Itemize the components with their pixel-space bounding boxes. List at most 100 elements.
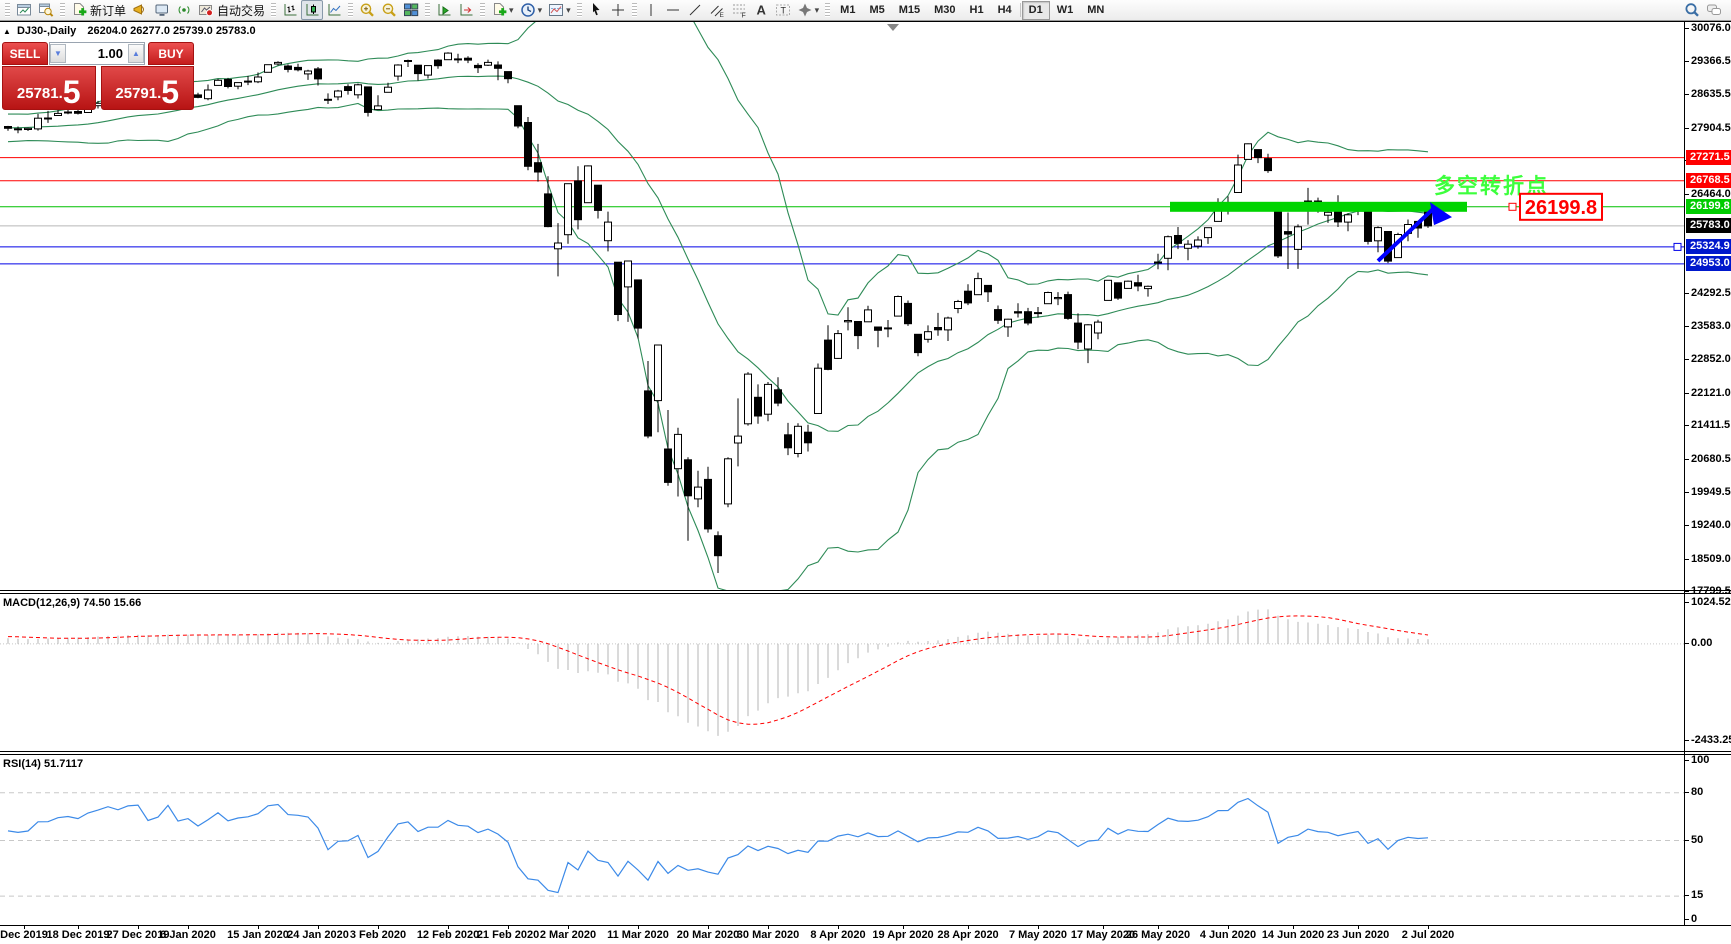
toolbar-drag-handle[interactable] <box>60 3 65 17</box>
candle-body <box>524 122 532 167</box>
candle-body <box>484 61 492 66</box>
toolbar-drag-handle[interactable] <box>348 3 354 17</box>
vertical-line-icon[interactable] <box>640 0 662 20</box>
shapes-dropdown[interactable]: ▾ <box>794 0 823 20</box>
candles-chart-icon[interactable] <box>301 0 324 20</box>
pane-divider[interactable] <box>0 593 1731 594</box>
tile-windows-icon[interactable] <box>400 0 422 20</box>
autotrading-button[interactable]: 自动交易 <box>195 0 268 20</box>
line-selection-handle[interactable] <box>1673 242 1682 251</box>
arrow-head[interactable] <box>1430 202 1452 226</box>
price-tick: 27904.5 <box>1685 121 1731 134</box>
terminal-icon[interactable] <box>151 0 173 20</box>
time-label: 15 Jan 2020 <box>227 929 289 941</box>
new-order-button[interactable]: 新订单 <box>68 0 129 20</box>
trend-arrow-line[interactable] <box>1376 206 1436 263</box>
pane-divider[interactable] <box>0 751 1731 752</box>
candle-body <box>554 242 562 250</box>
candle-body <box>714 535 722 557</box>
label-icon[interactable]: T <box>772 0 794 20</box>
toolbar-drag-handle[interactable] <box>576 3 582 17</box>
candle-body <box>344 86 352 91</box>
sell-price[interactable]: 25781. 5 <box>2 66 96 110</box>
candle-body <box>194 94 202 98</box>
price-callout-box[interactable] <box>1519 192 1603 221</box>
chart-shift-icon[interactable] <box>455 0 477 20</box>
toolbar-drag-handle[interactable] <box>825 3 831 17</box>
time-label: 17 May 2020 <box>1070 929 1136 941</box>
megaphone-icon[interactable] <box>129 0 151 20</box>
autoscroll-icon[interactable] <box>433 0 455 20</box>
timeframe-m15-button[interactable]: M15 <box>898 3 921 16</box>
timeframe-m5-button[interactable]: M5 <box>869 3 885 16</box>
candle-body <box>1204 227 1212 239</box>
line-chart-icon[interactable] <box>323 0 345 20</box>
time-tick <box>638 926 639 929</box>
candle-body <box>234 82 242 87</box>
pane-divider[interactable] <box>0 590 1731 591</box>
channel-icon[interactable]: E <box>706 0 728 20</box>
timeframe-m1-button[interactable]: M1 <box>840 3 856 16</box>
timeframe-d1-button[interactable]: D1 <box>1021 0 1050 20</box>
rsi-pane[interactable] <box>0 755 1686 925</box>
trendline-icon[interactable] <box>684 0 706 20</box>
rsi-tick: 100 <box>1684 754 1710 766</box>
data-window-icon[interactable] <box>35 0 57 20</box>
rsi-tick: 50 <box>1684 833 1704 846</box>
toolbar-drag-handle[interactable] <box>5 3 10 17</box>
callout-anchor <box>1508 202 1517 211</box>
candle-body <box>1034 312 1042 315</box>
text-icon[interactable]: A <box>750 0 772 20</box>
chat-icon[interactable] <box>1703 0 1725 20</box>
timeframe-h1-button[interactable]: H1 <box>969 3 984 16</box>
periods-dropdown[interactable]: ▾ <box>517 0 546 20</box>
candle-body <box>824 339 832 370</box>
cursor-icon[interactable] <box>585 0 607 20</box>
volume-input[interactable] <box>66 45 128 62</box>
fibonacci-icon[interactable]: F <box>728 0 750 20</box>
timeframe-mn-button[interactable]: MN <box>1087 3 1105 16</box>
bars-chart-icon[interactable] <box>279 0 301 20</box>
broadcast-icon[interactable] <box>173 0 195 20</box>
time-tick <box>138 926 139 929</box>
templates-dropdown[interactable]: ▾ <box>545 0 574 20</box>
candle-body <box>1084 324 1092 350</box>
buy-price[interactable]: 25791. 5 <box>100 66 194 110</box>
time-label: 3 Feb 2020 <box>349 929 407 941</box>
timeframe-w1-button[interactable]: W1 <box>1056 3 1074 16</box>
toolbar-drag-handle[interactable] <box>425 3 431 17</box>
time-tick <box>968 926 969 929</box>
buy-button[interactable]: BUY <box>148 42 194 65</box>
candle-body <box>44 117 52 120</box>
macd-pane[interactable] <box>0 593 1686 751</box>
time-axis[interactable]: Dec 2019 18 Dec 2019 27 Dec 2019 6 Jan 2020… <box>0 926 1684 944</box>
crosshair-icon[interactable] <box>607 0 629 20</box>
horizontal-line-icon[interactable] <box>662 0 684 20</box>
time-tick <box>24 926 25 929</box>
one-click-panel-toggle[interactable]: ▲ <box>3 27 11 36</box>
pane-divider[interactable] <box>0 754 1731 755</box>
timeframe-m30-button[interactable]: M30 <box>934 3 956 16</box>
timeframe-h4-button[interactable]: H4 <box>997 3 1012 16</box>
volume-increase-button[interactable]: ▲ <box>128 44 144 63</box>
resistance-zone-bar[interactable] <box>1170 201 1467 212</box>
ohlc-values: 26204.0 26277.0 25739.0 25783.0 <box>87 25 256 37</box>
price-tick: 30076.0 <box>1685 22 1731 34</box>
chart-window-icon[interactable] <box>13 0 35 20</box>
sell-button[interactable]: SELL <box>2 42 48 65</box>
chart-shift-marker[interactable] <box>887 24 899 31</box>
candle-body <box>1164 236 1172 259</box>
indicators-dropdown[interactable]: ▾ <box>488 0 517 20</box>
candle-body <box>1374 227 1382 242</box>
candle-body <box>784 434 792 449</box>
toolbar-drag-handle[interactable] <box>631 3 637 17</box>
price-axis[interactable]: 30076.029366.528635.527904.527193.026464… <box>1684 22 1731 926</box>
zoom-in-icon[interactable] <box>356 0 378 20</box>
candle-body <box>334 90 342 98</box>
toolbar-drag-handle[interactable] <box>480 3 486 17</box>
zoom-out-icon[interactable] <box>378 0 400 20</box>
toolbar-drag-handle[interactable] <box>271 3 277 17</box>
search-icon[interactable] <box>1681 0 1703 20</box>
volume-decrease-button[interactable]: ▼ <box>50 44 66 63</box>
